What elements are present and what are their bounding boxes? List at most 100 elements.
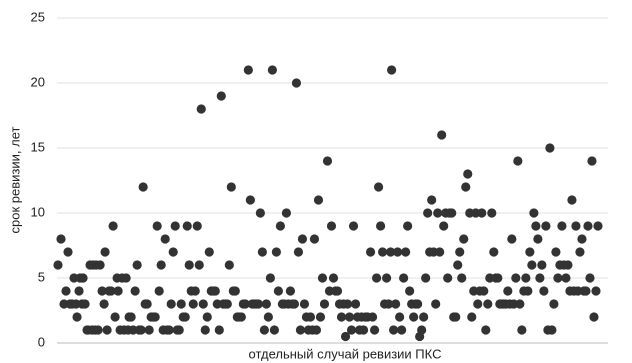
point: [397, 325, 407, 335]
point: [95, 260, 105, 270]
point: [152, 221, 162, 231]
point: [53, 260, 63, 270]
point: [431, 299, 441, 309]
point: [527, 260, 537, 270]
point: [535, 273, 545, 283]
point: [401, 247, 411, 257]
point: [182, 221, 192, 231]
point: [130, 286, 140, 296]
point: [435, 247, 445, 257]
point: [202, 312, 212, 322]
y-tick-label: 20: [31, 74, 45, 89]
point: [539, 286, 549, 296]
point: [214, 325, 224, 335]
point: [561, 273, 571, 283]
point: [61, 286, 71, 296]
point: [72, 312, 82, 322]
point: [386, 247, 396, 257]
y-tick-label: 5: [38, 269, 45, 284]
point: [409, 312, 419, 322]
point: [553, 273, 563, 283]
point: [192, 221, 202, 231]
point: [136, 325, 146, 335]
point: [533, 234, 543, 244]
point: [503, 286, 513, 296]
point: [224, 260, 234, 270]
point: [395, 312, 405, 322]
point: [222, 299, 232, 309]
point: [585, 273, 595, 283]
point: [447, 208, 457, 218]
point: [265, 273, 275, 283]
point: [132, 260, 142, 270]
point: [421, 273, 431, 283]
point: [583, 221, 593, 231]
point: [126, 312, 136, 322]
point: [168, 247, 178, 257]
point: [483, 299, 493, 309]
point: [493, 273, 503, 283]
y-tick-label: 0: [38, 334, 45, 349]
point: [393, 247, 403, 257]
point: [267, 65, 277, 75]
point: [269, 325, 279, 335]
point: [311, 325, 322, 335]
point: [387, 65, 397, 75]
point: [319, 299, 330, 309]
point: [305, 312, 316, 322]
point: [99, 299, 109, 309]
point: [523, 286, 533, 296]
point: [263, 312, 273, 322]
point: [537, 260, 547, 270]
point: [259, 325, 269, 335]
point: [100, 247, 110, 257]
point: [551, 247, 561, 257]
point: [322, 156, 333, 166]
point: [74, 286, 84, 296]
point: [373, 182, 384, 192]
point: [56, 234, 66, 244]
point: [200, 325, 210, 335]
point: [216, 91, 226, 101]
point: [180, 312, 190, 322]
point: [93, 325, 103, 335]
point: [164, 325, 174, 335]
point: [78, 273, 88, 283]
point: [110, 312, 120, 322]
point: [156, 260, 166, 270]
point: [423, 208, 433, 218]
point: [344, 312, 355, 322]
point: [439, 221, 449, 231]
point: [326, 221, 337, 231]
point: [577, 234, 587, 244]
point: [433, 208, 443, 218]
point: [481, 325, 491, 335]
point: [328, 273, 339, 283]
point: [389, 325, 399, 335]
point: [106, 286, 116, 296]
point: [285, 286, 296, 296]
point: [190, 286, 200, 296]
point: [419, 312, 429, 322]
point: [236, 312, 246, 322]
point: [413, 299, 423, 309]
point: [313, 195, 324, 205]
point: [184, 260, 194, 270]
point: [138, 182, 148, 192]
point: [253, 299, 263, 309]
point: [479, 286, 489, 296]
point: [245, 195, 255, 205]
point: [271, 247, 281, 257]
point: [459, 234, 469, 244]
point: [102, 325, 112, 335]
point: [589, 312, 599, 322]
point: [196, 104, 206, 114]
point: [521, 273, 531, 283]
point: [399, 273, 409, 283]
point: [567, 195, 577, 205]
point: [563, 260, 573, 270]
point: [194, 260, 204, 270]
point: [391, 299, 401, 309]
point: [348, 221, 359, 231]
